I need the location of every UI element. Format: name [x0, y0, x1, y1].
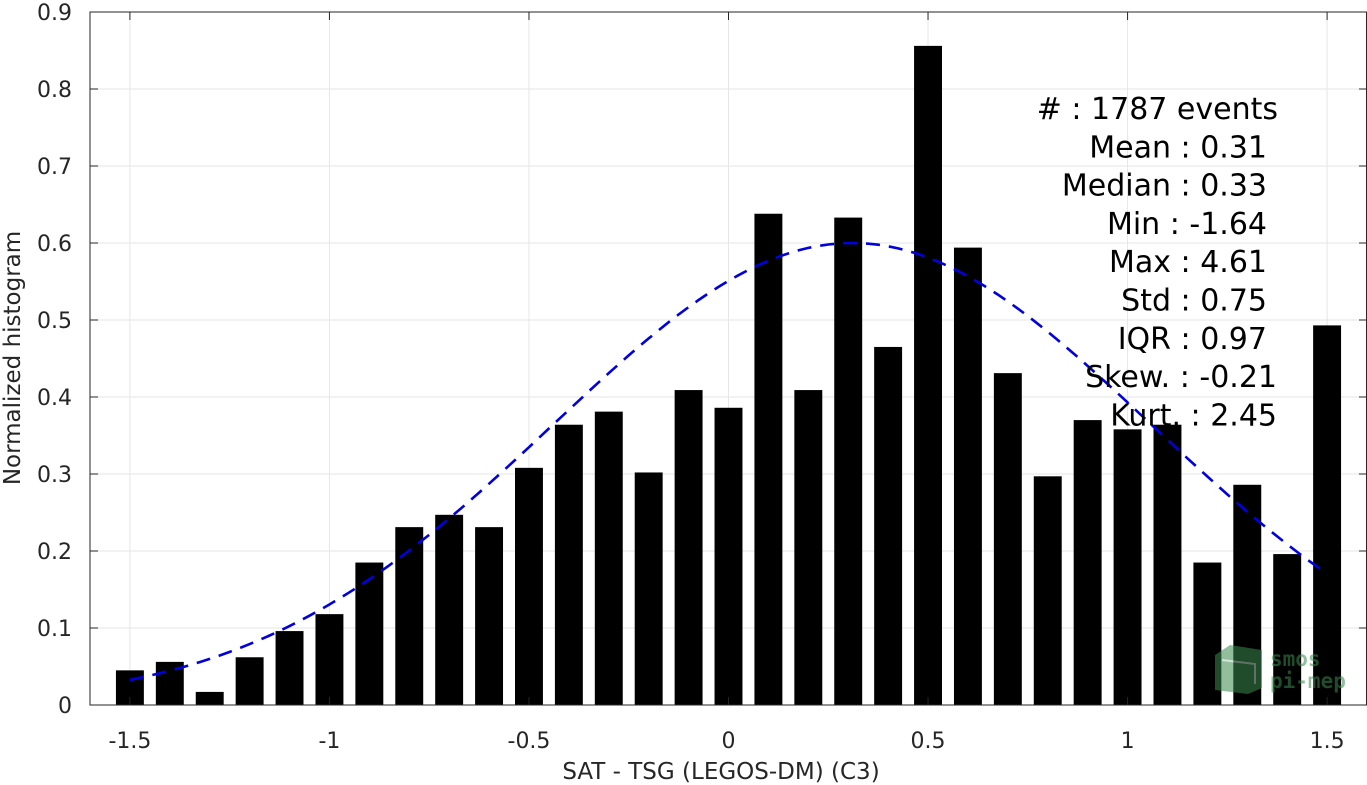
bars [115, 45, 1342, 706]
stats-line: Median : 0.33 [1062, 169, 1267, 204]
histogram-bar [634, 472, 663, 705]
stats-line: Min : -1.64 [1107, 207, 1267, 242]
x-axis-label: SAT - TSG (LEGOS-DM) (C3) [562, 759, 879, 785]
logo-text-smos: smos [1270, 647, 1321, 671]
histogram-bar [195, 691, 224, 705]
histogram-bar [874, 346, 903, 705]
x-tick-label: 1 [1121, 729, 1135, 754]
y-tick-label: 0.2 [37, 540, 72, 565]
histogram-bar [315, 614, 344, 705]
x-tick-label: -1 [318, 729, 340, 754]
histogram-bar [1033, 476, 1062, 705]
histogram-bar [594, 411, 623, 705]
stats-line: # : 1787 events [1037, 92, 1278, 127]
stats-line: Mean : 0.31 [1089, 130, 1267, 165]
histogram-bar [1273, 554, 1302, 705]
y-tick-label: 0.4 [37, 386, 72, 411]
y-tick-label: 0.8 [37, 78, 72, 103]
histogram-bar [754, 213, 783, 706]
y-tick-label: 0.3 [37, 463, 72, 488]
normal-fit-curve [129, 241, 1328, 682]
histogram-bar [554, 424, 583, 705]
y-tick-label: 0.7 [37, 155, 72, 180]
y-axis-label: Normalized histogram [0, 231, 26, 485]
histogram-bar [395, 527, 424, 705]
x-tick-label: 1.5 [1310, 729, 1345, 754]
histogram-bar [714, 407, 743, 705]
y-tick-labels: 0 0.1 0.2 0.3 0.4 0.5 0.6 0.7 0.8 0.9 [37, 1, 72, 719]
histogram-bar [1073, 420, 1102, 705]
y-tick-label: 0 [58, 694, 72, 719]
histogram-bar [1113, 429, 1142, 705]
histogram-bar [794, 390, 823, 705]
stats-line: Kurt. : 2.45 [1110, 398, 1277, 433]
histogram-bar [355, 562, 384, 705]
y-tick-label: 0.1 [37, 617, 72, 642]
stats-line: IQR : 0.97 [1118, 322, 1267, 357]
histogram-bar [515, 467, 543, 705]
y-tick-label: 0.9 [37, 1, 72, 26]
y-tick-label: 0.5 [37, 309, 72, 334]
histogram-bar [435, 514, 464, 705]
histogram-bar [674, 390, 703, 705]
histogram-bar [1153, 424, 1182, 705]
smos-pi-mep-logo: smos pi-mep [1215, 645, 1346, 694]
histogram-bar [914, 45, 942, 705]
stats-line: Skew. : -0.21 [1085, 360, 1277, 395]
stats-line: Max : 4.61 [1109, 245, 1267, 280]
histogram-bar [235, 657, 264, 705]
logo-text-pi-mep: pi-mep [1270, 669, 1346, 693]
x-tick-label: -0.5 [508, 729, 551, 754]
stats-line: Std : 0.75 [1121, 284, 1267, 319]
histogram-bar [953, 247, 982, 705]
histogram-bar [993, 373, 1022, 705]
histogram-bar [1313, 325, 1342, 705]
x-tick-labels: -1.5 -1 -0.5 0 0.5 1 1.5 [108, 729, 1344, 754]
histogram-bar [834, 217, 863, 705]
histogram-bar [275, 631, 304, 705]
y-tick-label: 0.6 [37, 232, 72, 257]
x-tick-label: 0.5 [911, 729, 946, 754]
x-tick-label: 0 [722, 729, 736, 754]
x-tick-label: -1.5 [108, 729, 151, 754]
histogram-bar [475, 527, 504, 705]
